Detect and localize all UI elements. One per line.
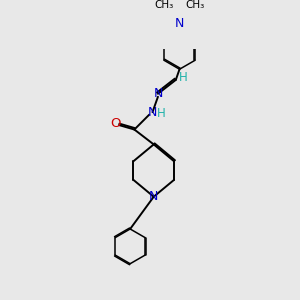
Text: N: N	[153, 87, 163, 100]
Text: N: N	[175, 16, 184, 30]
Text: CH₃: CH₃	[186, 0, 205, 10]
Text: N: N	[149, 190, 158, 203]
Text: H: H	[157, 107, 166, 120]
Text: N: N	[148, 106, 157, 119]
Text: CH₃: CH₃	[154, 0, 173, 10]
Text: H: H	[179, 71, 188, 84]
Text: O: O	[110, 117, 121, 130]
